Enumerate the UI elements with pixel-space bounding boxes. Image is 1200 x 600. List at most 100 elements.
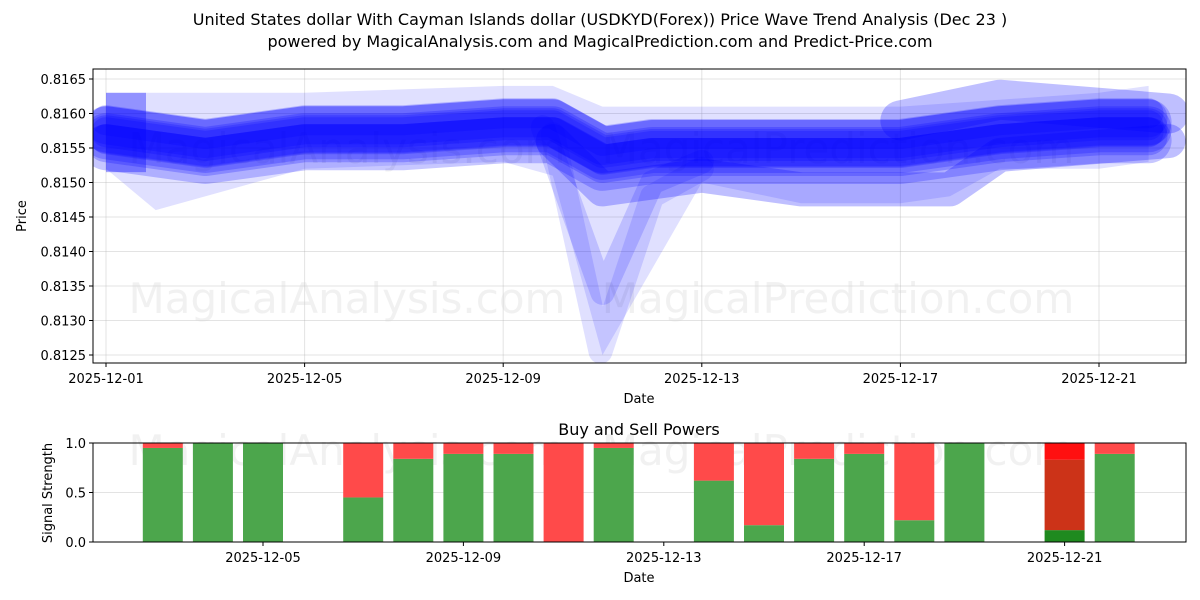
price-wave-bands — [93, 79, 1186, 363]
buy-bar — [744, 525, 784, 542]
buy-bar — [343, 497, 384, 542]
bottom-y-axis-label: Signal Strength — [41, 443, 56, 543]
sell-bar — [443, 443, 484, 454]
watermark-text: MagicalPrediction.com — [602, 274, 1075, 323]
y-tick-label: 0.0 — [65, 536, 86, 551]
chart-title: United States dollar With Cayman Islands… — [192, 10, 1008, 29]
top-axes-frame — [92, 68, 1187, 364]
buy-bar — [1094, 453, 1135, 542]
x-tick-label: 2025-12-21 — [1061, 372, 1137, 387]
sell-bar — [543, 443, 584, 542]
bar-2025-12-16 — [794, 443, 835, 542]
bar-2025-12-21 — [1044, 443, 1085, 542]
bar-2025-12-10 — [493, 443, 534, 542]
bar-2025-12-17 — [844, 443, 885, 542]
bar-2025-12-12 — [593, 443, 634, 542]
sell-bar — [844, 443, 885, 454]
wave-band — [93, 106, 1172, 180]
y-tick-label: 0.8160 — [41, 108, 87, 123]
wave-band — [535, 124, 1186, 207]
x-tick-label: 2025-12-17 — [826, 551, 902, 566]
y-tick-label: 0.8135 — [41, 280, 87, 295]
bar-2025-12-03 — [142, 443, 183, 542]
sell-bar — [343, 443, 384, 498]
top-y-axis: 0.8125 0.8130 0.8135 0.8140 0.8145 0.8150 0.81… — [41, 73, 93, 364]
y-tick-label: 0.8125 — [41, 349, 87, 364]
bar-2025-12-18 — [894, 443, 935, 542]
bottom-chart-title: Buy and Sell Powers — [558, 420, 720, 439]
buy-bar — [192, 443, 233, 542]
wave-dip — [540, 122, 714, 363]
wave-band — [93, 108, 1168, 174]
chart-subtitle: powered by MagicalAnalysis.com and Magic… — [267, 32, 933, 51]
x-tick-label: 2025-12-01 — [68, 372, 144, 387]
top-gridlines — [93, 69, 1186, 363]
sell-bar — [393, 443, 434, 459]
wave-band — [106, 92, 146, 173]
top-x-axis: 2025-12-01 2025-12-05 2025-12-09 2025-12-13… — [68, 363, 1137, 387]
sell-bar — [1044, 459, 1085, 531]
bottom-x-axis-label: Date — [623, 571, 654, 586]
wave-band — [93, 99, 1172, 173]
wave-band — [93, 110, 1164, 168]
y-tick-label: 0.8150 — [41, 177, 87, 192]
buy-bar — [243, 443, 283, 542]
buy-bar — [794, 458, 835, 542]
wave-band — [93, 99, 1168, 165]
x-tick-label: 2025-12-09 — [426, 551, 502, 566]
wave-dip — [530, 115, 714, 305]
buy-bar — [944, 443, 985, 542]
wave-band — [93, 117, 1172, 191]
sell-bar — [142, 443, 183, 448]
bar-2025-12-11 — [543, 443, 584, 542]
x-tick-label: 2025-12-05 — [267, 372, 343, 387]
y-tick-label: 0.8130 — [41, 315, 87, 330]
sell-bar — [894, 443, 935, 521]
buy-sell-bars — [142, 443, 1135, 542]
wave-band — [93, 117, 1168, 183]
watermark-text: MagicalAnalysis.com — [129, 274, 566, 323]
bottom-x-axis: 2025-12-05 2025-12-09 2025-12-13 2025-12-17… — [225, 542, 1102, 566]
top-x-axis-label: Date — [623, 392, 654, 407]
bar-2025-12-07 — [343, 443, 384, 542]
price-wave-chart: MagicalAnalysis.com MagicalPrediction.com… — [15, 68, 1187, 407]
bottom-y-axis: 0.0 0.5 1.0 — [65, 437, 93, 551]
y-tick-label: 0.8155 — [41, 142, 87, 157]
bar-2025-12-19 — [944, 443, 985, 542]
watermark-text: MagicalPrediction.com — [602, 124, 1075, 173]
y-tick-label: 0.8140 — [41, 246, 87, 261]
top-y-axis-label: Price — [15, 200, 30, 232]
bar-2025-12-04 — [192, 443, 233, 542]
x-tick-label: 2025-12-05 — [225, 551, 301, 566]
sell-bar — [1044, 443, 1085, 460]
x-tick-label: 2025-12-13 — [664, 372, 740, 387]
x-tick-label: 2025-12-21 — [1027, 551, 1103, 566]
buy-bar — [443, 453, 484, 542]
sell-bar — [493, 443, 534, 454]
buy-bar — [894, 520, 935, 542]
buy-bar — [844, 453, 885, 542]
buy-bar — [393, 458, 434, 542]
sell-bar — [744, 443, 784, 526]
y-tick-label: 0.8145 — [41, 211, 87, 226]
y-tick-label: 0.8165 — [41, 73, 87, 88]
x-tick-label: 2025-12-17 — [863, 372, 939, 387]
buy-bar — [693, 480, 734, 542]
x-tick-label: 2025-12-09 — [465, 372, 541, 387]
buy-bar — [142, 447, 183, 542]
bar-2025-12-08 — [393, 443, 434, 542]
sell-bar — [794, 443, 835, 459]
bar-2025-12-09 — [443, 443, 484, 542]
sell-bar — [593, 443, 634, 448]
buy-bar — [593, 447, 634, 542]
bar-2025-12-14 — [693, 443, 734, 542]
watermark-text: MagicalPrediction.com — [602, 426, 1075, 475]
wave-band — [880, 79, 1186, 141]
y-tick-label: 1.0 — [65, 437, 86, 452]
buy-sell-power-chart: Buy and Sell Powers MagicalAnalysis.comM… — [41, 420, 1187, 586]
y-tick-label: 0.5 — [65, 487, 86, 502]
x-tick-label: 2025-12-13 — [626, 551, 702, 566]
sell-bar — [1094, 443, 1135, 454]
top-watermark: MagicalAnalysis.com MagicalPrediction.com… — [129, 124, 1075, 323]
